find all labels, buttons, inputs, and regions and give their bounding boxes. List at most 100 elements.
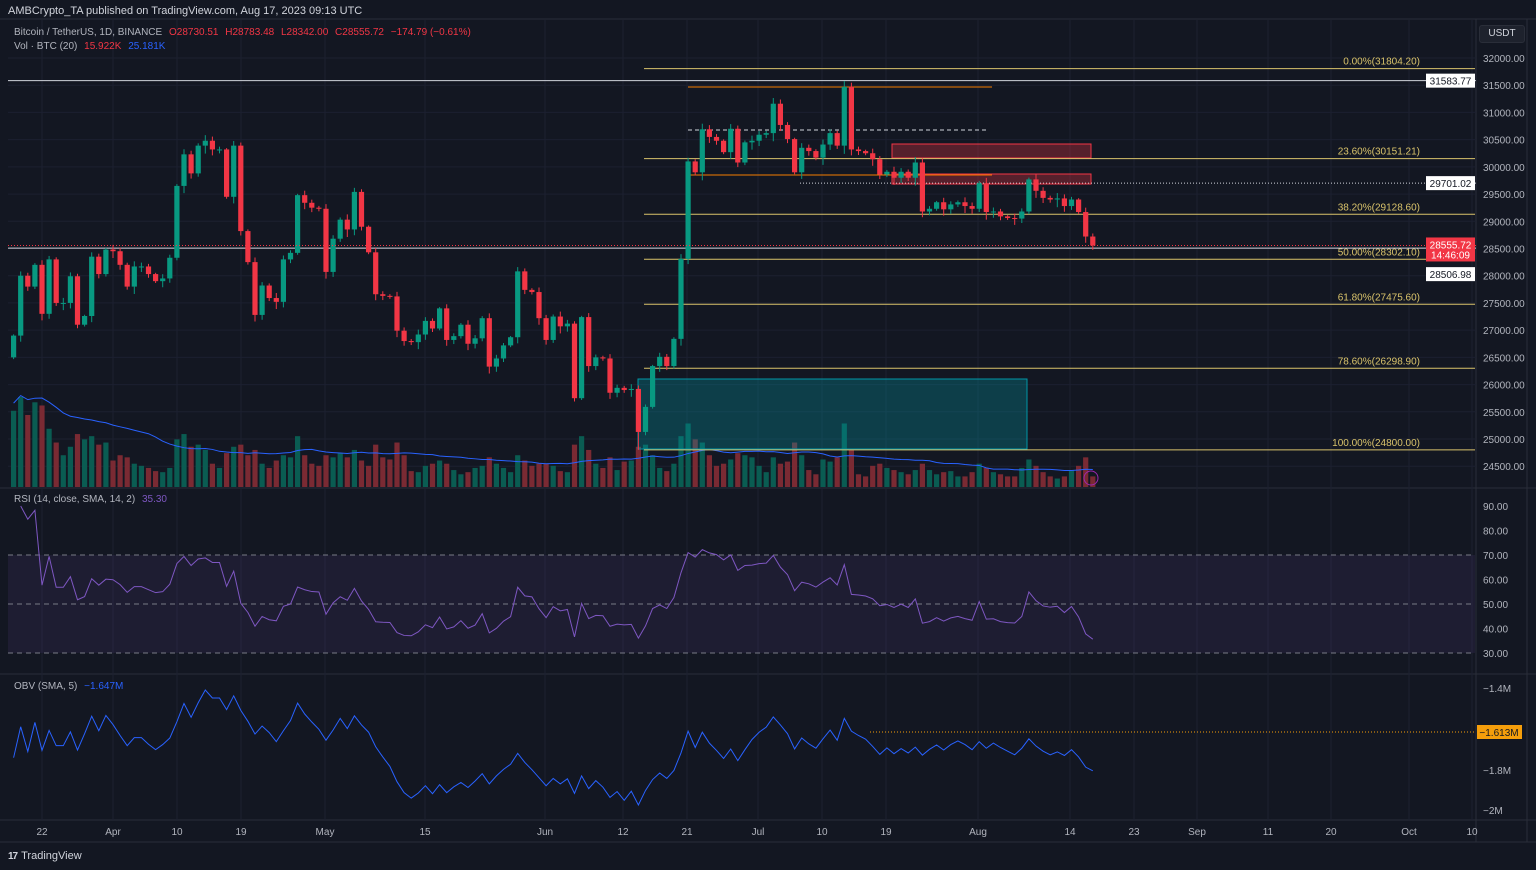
- volume-label[interactable]: Vol · BTC (20): [14, 41, 78, 52]
- volume-bar: [344, 457, 350, 487]
- candle-body: [429, 320, 436, 329]
- volume-bar: [18, 397, 24, 487]
- volume-bar: [323, 455, 329, 487]
- volume-bar: [898, 472, 904, 487]
- candle-body: [46, 259, 52, 314]
- candle-body: [877, 159, 883, 175]
- candle-body: [784, 124, 791, 140]
- volume-bar: [792, 442, 798, 487]
- candle-body: [529, 289, 535, 293]
- fib-level-label: 38.20%(29128.60): [1338, 202, 1420, 213]
- volume-bar: [962, 476, 968, 487]
- price-tag: [1426, 73, 1475, 88]
- volume-bar: [429, 463, 436, 487]
- candle-body: [813, 151, 819, 158]
- volume-bar: [25, 415, 31, 487]
- volume-bar: [96, 444, 102, 487]
- candle-body: [685, 161, 691, 259]
- rsi-label[interactable]: RSI (14, close, SMA, 14, 2): [14, 494, 136, 505]
- volume-bar: [657, 467, 663, 487]
- volume-bar: [891, 470, 897, 487]
- volume-bar: [650, 455, 656, 487]
- volume-bar: [571, 444, 578, 487]
- price-tag: [1426, 267, 1475, 282]
- volume-bar: [799, 455, 805, 487]
- candle-body: [138, 266, 144, 268]
- candle-body: [1012, 218, 1018, 220]
- candle-body: [145, 266, 152, 275]
- volume-bar: [238, 444, 244, 487]
- volume-bar: [479, 465, 485, 487]
- volume-bar: [358, 460, 365, 487]
- volume-bar: [458, 474, 464, 487]
- volume-bar: [586, 449, 592, 487]
- candle-body: [1090, 236, 1096, 246]
- tradingview-footer[interactable]: 17 TradingView: [8, 850, 82, 862]
- volume-bar: [834, 457, 840, 487]
- volume-bar: [444, 463, 450, 487]
- volume-bar: [131, 463, 137, 487]
- candle-body: [394, 296, 400, 331]
- candle-body: [579, 317, 585, 399]
- y-tick-label: 29000.00: [1483, 217, 1525, 228]
- candle-body: [671, 338, 677, 367]
- volume-value: 15.922K: [84, 41, 122, 52]
- x-tick-label: 15: [419, 827, 431, 838]
- volume-bar: [500, 467, 507, 487]
- candle-body: [912, 162, 918, 178]
- volume-bar: [1019, 467, 1025, 487]
- candle-body: [550, 316, 556, 340]
- volume-bar: [990, 472, 996, 487]
- volume-bar: [309, 463, 315, 487]
- y-tick-label: 31500.00: [1483, 81, 1525, 92]
- candle-body: [422, 320, 428, 335]
- volume-bar: [557, 471, 563, 487]
- candle-body: [557, 316, 563, 327]
- candle-body: [153, 274, 159, 282]
- currency-button[interactable]: USDT: [1479, 25, 1525, 43]
- candle-body: [777, 103, 783, 125]
- candle-body: [834, 133, 840, 146]
- volume-bar: [642, 444, 649, 487]
- last-price-tag: [1426, 237, 1475, 262]
- candle-body: [124, 264, 130, 287]
- volume-bar: [117, 455, 123, 487]
- volume-bar: [863, 476, 869, 487]
- volume-bar: [614, 470, 620, 487]
- candle-body: [1040, 190, 1046, 198]
- candle-body: [465, 324, 471, 344]
- rsi-tick-label: 50.00: [1483, 600, 1508, 611]
- brand-label: TradingView: [21, 850, 82, 862]
- supply-zone-box: [891, 143, 1092, 159]
- candle-body: [905, 171, 911, 178]
- y-tick-label: 31000.00: [1483, 108, 1525, 119]
- candle-body: [96, 256, 102, 275]
- volume-bar: [160, 472, 166, 487]
- volume-bar: [969, 472, 975, 487]
- fib-level-label: 0.00%(31804.20): [1343, 57, 1420, 68]
- volume-bar: [948, 471, 954, 487]
- volume-bar: [884, 467, 890, 487]
- obv-tick-label: −1.8M: [1483, 766, 1511, 777]
- obv-tick-label: −2M: [1483, 806, 1503, 817]
- fib-level-label: 78.60%(26298.90): [1338, 356, 1420, 367]
- volume-bar: [465, 472, 471, 487]
- volume-bar: [82, 439, 88, 487]
- volume-bar: [912, 470, 918, 487]
- candle-body: [202, 140, 208, 146]
- volume-bar: [529, 465, 535, 487]
- candle-body: [408, 341, 414, 343]
- symbol-name[interactable]: Bitcoin / TetherUS, 1D, BINANCE: [14, 27, 163, 38]
- candle-body: [635, 388, 641, 432]
- volume-bar: [706, 455, 712, 487]
- last-price-label: 28555.72: [1430, 240, 1472, 251]
- x-tick-label: 14: [1064, 827, 1076, 838]
- candle-body: [266, 285, 272, 299]
- volume-bar: [32, 402, 38, 487]
- candle-body: [493, 358, 499, 367]
- obv-label[interactable]: OBV (SMA, 5): [14, 681, 78, 692]
- candle-body: [1019, 211, 1025, 219]
- y-tick-label: 27500.00: [1483, 299, 1525, 310]
- y-tick-label: 28500.00: [1483, 245, 1525, 256]
